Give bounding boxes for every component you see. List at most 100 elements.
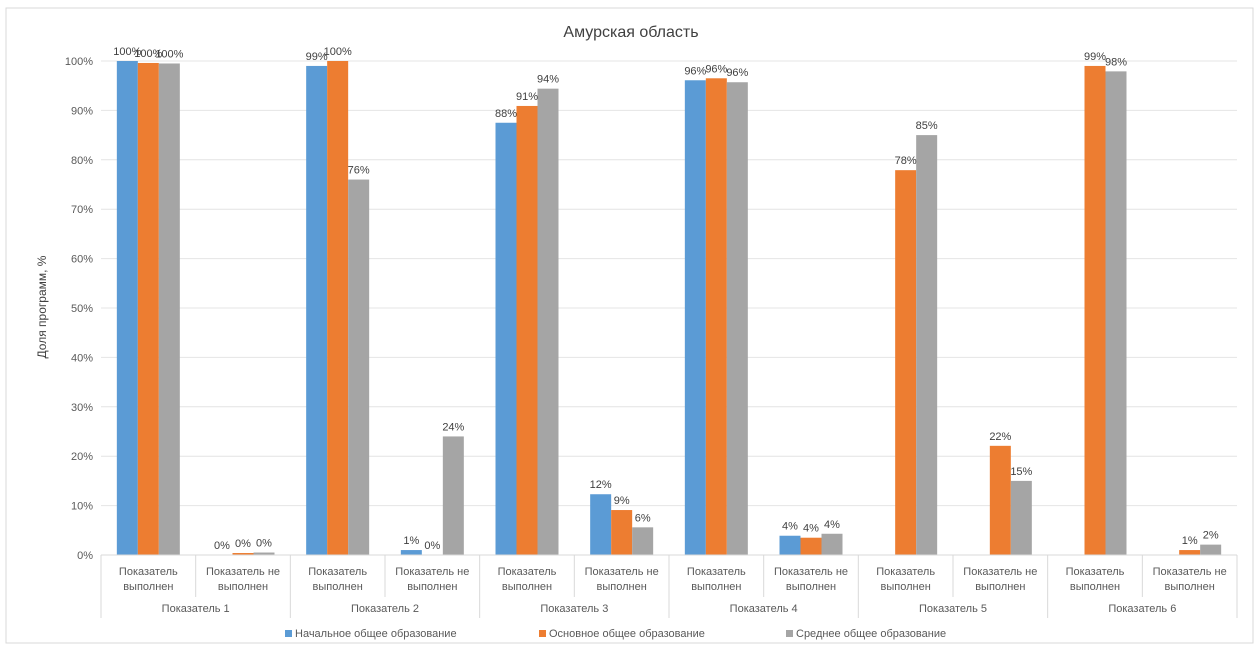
legend-label: Основное общее образование (549, 628, 705, 640)
x-category-label: Показатель выполнен (876, 566, 935, 593)
x-category-label: Показатель не выполнен (206, 566, 280, 593)
data-labels: 100% 0% 99% 1% 88% 12% 96% 4% 100% 0% 100% 0% 91% 9% 9… (113, 46, 1219, 552)
y-tick-label: 60% (71, 254, 93, 266)
data-label: 94% (537, 74, 559, 86)
data-label: 2% (1203, 530, 1219, 542)
bar (611, 510, 633, 555)
data-label: 99% (306, 51, 328, 63)
data-label: 96% (705, 63, 727, 75)
x-group-label: Показатель 5 (919, 603, 987, 615)
bar (1084, 65, 1106, 555)
bar (684, 80, 706, 556)
y-axis-ticks: 0% 10% 20% 30% 40% 50% 60% 70% 80% 90% 100% (65, 56, 93, 562)
y-tick-label: 0% (77, 550, 93, 562)
bar (590, 494, 612, 555)
data-label: 76% (348, 165, 370, 177)
data-label: 15% (1010, 466, 1032, 478)
data-label: 100% (113, 46, 141, 58)
y-axis-label: Доля программ, % (35, 255, 49, 358)
data-label: 4% (803, 523, 819, 535)
bar (537, 88, 559, 555)
data-label: 100% (155, 48, 183, 60)
bar (821, 533, 843, 555)
data-label: 1% (403, 535, 419, 547)
bar (348, 179, 370, 555)
bar (726, 82, 748, 555)
legend-label: Начальное общее образование (295, 628, 457, 640)
bar (632, 527, 654, 555)
bar (232, 553, 254, 555)
data-label: 100% (324, 46, 352, 58)
data-label: 1% (1182, 535, 1198, 547)
bar (516, 105, 538, 555)
data-label: 4% (824, 519, 840, 531)
x-category-label: Показатель не выполнен (585, 566, 659, 593)
data-label: 88% (495, 108, 517, 120)
x-group-label: Показатель 6 (1108, 603, 1176, 615)
data-label: 24% (442, 421, 464, 433)
bar (442, 436, 464, 555)
x-category-label: Показатель выполнен (308, 566, 367, 593)
bar (705, 78, 727, 555)
bar (137, 62, 159, 555)
y-tick-label: 10% (71, 501, 93, 513)
x-category-label: Показатель выполнен (687, 566, 746, 593)
x-category-label: Показатель не выполнен (1153, 566, 1227, 593)
data-label: 0% (214, 540, 230, 552)
data-label: 98% (1105, 56, 1127, 68)
x-group-label: Показатель 1 (162, 603, 230, 615)
data-label: 78% (895, 155, 917, 167)
bar (779, 535, 801, 555)
y-tick-label: 100% (65, 56, 93, 68)
data-label: 100% (134, 48, 162, 60)
x-category-label: Показатель не выполнен (963, 566, 1037, 593)
data-label: 99% (1084, 51, 1106, 63)
y-tick-label: 70% (71, 204, 93, 216)
y-tick-label: 50% (71, 303, 93, 315)
bars (116, 61, 1222, 556)
data-label: 4% (782, 521, 798, 533)
x-category-label: Показатель выполнен (119, 566, 178, 593)
y-tick-label: 80% (71, 155, 93, 167)
x-group-label: Показатель 4 (730, 603, 798, 615)
bar (327, 61, 349, 555)
data-label: 85% (916, 120, 938, 132)
x-category-label: Показатель выполнен (1066, 566, 1125, 593)
data-label: 96% (726, 67, 748, 79)
bar (116, 61, 138, 555)
data-label: 0% (235, 538, 251, 550)
legend-swatch (285, 630, 292, 637)
data-label: 96% (684, 65, 706, 77)
bar (800, 537, 822, 555)
bar (400, 550, 422, 555)
x-category-label: Показатель выполнен (498, 566, 557, 593)
bar (895, 170, 917, 555)
bar (1200, 544, 1222, 555)
data-label: 0% (256, 538, 272, 550)
x-group-label: Показатель 3 (540, 603, 608, 615)
legend: Начальное общее образование Основное обще… (285, 628, 946, 640)
data-label: 91% (516, 91, 538, 103)
gridlines (101, 60, 1237, 507)
y-tick-label: 40% (71, 352, 93, 364)
legend-label: Среднее общее образование (796, 628, 946, 640)
chart-title: Амурская область (563, 24, 698, 41)
bar (253, 552, 275, 555)
data-label: 9% (614, 495, 630, 507)
y-tick-label: 30% (71, 402, 93, 414)
bar (495, 122, 517, 555)
bar (1105, 71, 1127, 556)
x-category-label: Показатель не выполнен (395, 566, 469, 593)
bar (306, 65, 328, 555)
bar (989, 445, 1011, 555)
bar (1179, 550, 1201, 555)
data-label: 6% (635, 512, 651, 524)
data-label: 0% (424, 540, 440, 552)
data-label: 12% (590, 479, 612, 491)
data-label: 22% (989, 431, 1011, 443)
x-group-label: Показатель 2 (351, 603, 419, 615)
y-tick-label: 90% (71, 105, 93, 117)
bar (916, 135, 938, 555)
bar (1010, 480, 1032, 555)
